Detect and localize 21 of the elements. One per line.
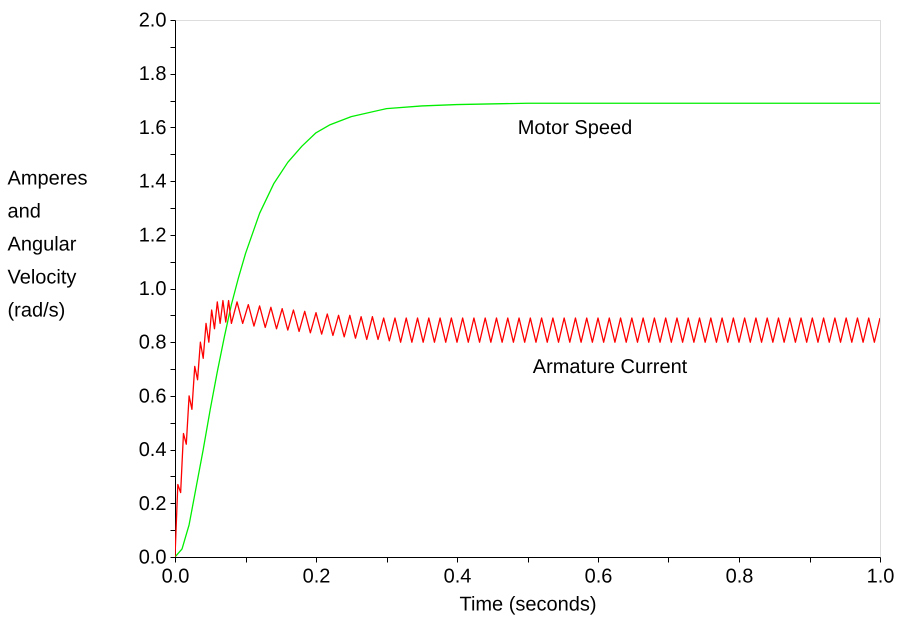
y-tick-label: 1.0 [138, 278, 166, 300]
y-tick-label: 1.8 [138, 63, 166, 86]
x-tick-label: 0.6 [584, 566, 612, 588]
x-tick-label: 0.4 [444, 566, 472, 588]
y-tick-label: 1.4 [138, 170, 166, 193]
y-tick-label: 0.8 [138, 332, 166, 354]
x-tick-label: 0.0 [162, 566, 190, 588]
y-tick-label: 0.2 [138, 492, 166, 515]
y-tick-label: 2.0 [138, 10, 166, 32]
y-tick-label: 0.6 [138, 385, 166, 408]
x-tick-label: 1.0 [866, 566, 894, 588]
x-tick-label: 0.8 [726, 566, 754, 588]
y-axis-title: Amperes and Angular Velocity (rad/s) [8, 168, 88, 322]
annotation: Armature Current [532, 356, 688, 378]
x-axis-title: Time (seconds) [459, 594, 597, 616]
y-tick-label: 1.2 [138, 224, 166, 246]
y-tick-label: 0.4 [138, 439, 166, 462]
x-tick-label: 0.2 [302, 566, 330, 588]
annotation: Motor Speed [518, 117, 632, 139]
y-tick-label: 1.6 [138, 116, 166, 139]
y-tick-label: 0.0 [138, 546, 166, 568]
